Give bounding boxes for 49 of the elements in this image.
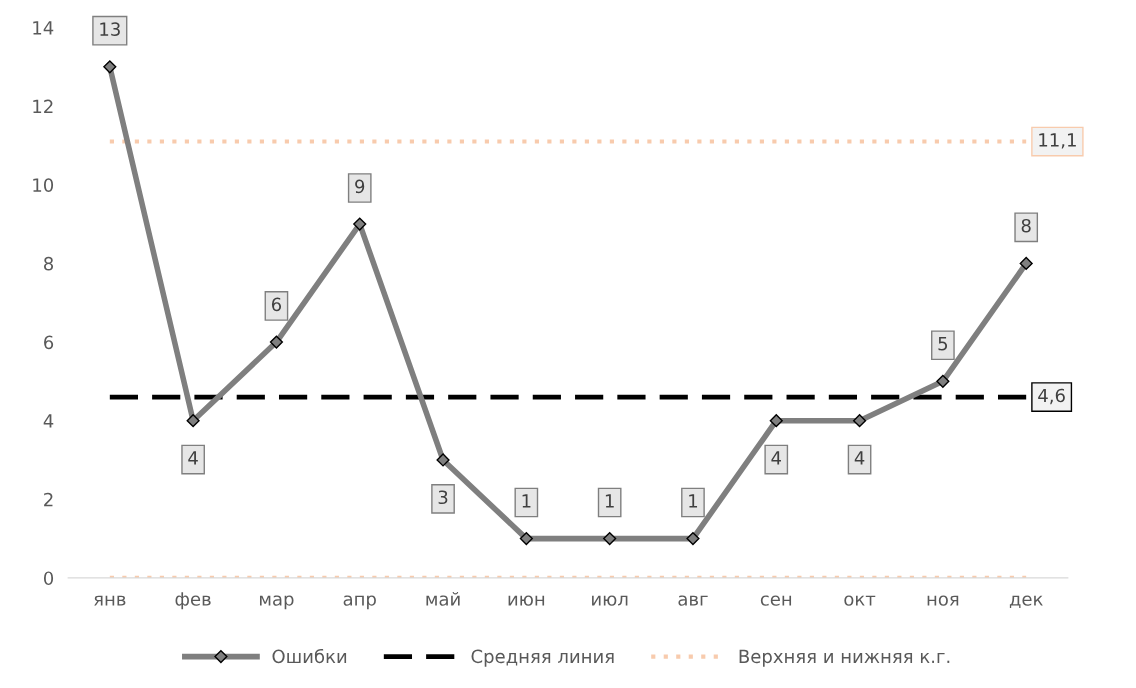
point xyxy=(1019,256,1033,270)
point xyxy=(852,414,867,428)
point xyxy=(186,414,200,428)
data-label: 1 xyxy=(605,494,614,508)
x-tick-label: окт xyxy=(844,595,876,606)
x-tick-label: май xyxy=(426,591,460,606)
y-tick-label: 6 xyxy=(44,335,54,350)
data-label: 6 xyxy=(271,297,282,312)
data-label: 9 xyxy=(355,179,365,194)
data-label: 13 xyxy=(100,22,120,36)
x-tick-label: апр xyxy=(343,595,376,610)
point xyxy=(269,335,284,349)
x-tick-label: янв xyxy=(94,595,126,606)
point xyxy=(519,532,533,546)
data-label: 4 xyxy=(188,451,198,465)
legend-label: Средняя линия xyxy=(471,649,614,667)
point xyxy=(936,374,950,388)
data-label: 11,1 xyxy=(1039,133,1076,149)
x-tick-label: дек xyxy=(1009,595,1043,609)
y-tick-label: 10 xyxy=(33,178,54,192)
data-label: 3 xyxy=(438,490,448,505)
y-tick-label: 2 xyxy=(44,492,53,507)
point xyxy=(353,217,367,231)
data-label: 4 xyxy=(854,451,865,465)
y-tick-label: 14 xyxy=(33,21,54,35)
data-label: 5 xyxy=(938,337,948,351)
x-tick-label: фев xyxy=(175,592,211,610)
data-label: 4,6 xyxy=(1038,388,1065,405)
y-tick-label: 0 xyxy=(43,571,54,586)
x-tick-label: июл xyxy=(592,595,628,606)
point xyxy=(436,453,450,467)
data-label: 8 xyxy=(1021,218,1031,233)
data-label: 1 xyxy=(689,494,698,508)
y-tick-label: 12 xyxy=(33,99,53,114)
legend-label: Ошибки xyxy=(272,648,347,664)
data-label: 4 xyxy=(771,451,781,465)
x-tick-label: ноя xyxy=(927,595,959,606)
data-label: 1 xyxy=(522,494,531,508)
point xyxy=(686,532,700,546)
point xyxy=(769,414,783,428)
x-tick-label: июн xyxy=(508,595,545,606)
point xyxy=(103,60,117,74)
x-tick-label: мар xyxy=(259,595,294,610)
legend-label: Верхняя и нижняя к.г. xyxy=(739,649,950,667)
x-tick-label: авг xyxy=(678,595,708,606)
x-tick-label: сен xyxy=(760,595,792,606)
y-tick-label: 4 xyxy=(43,414,54,428)
y-tick-label: 8 xyxy=(44,256,54,271)
point xyxy=(603,532,617,546)
